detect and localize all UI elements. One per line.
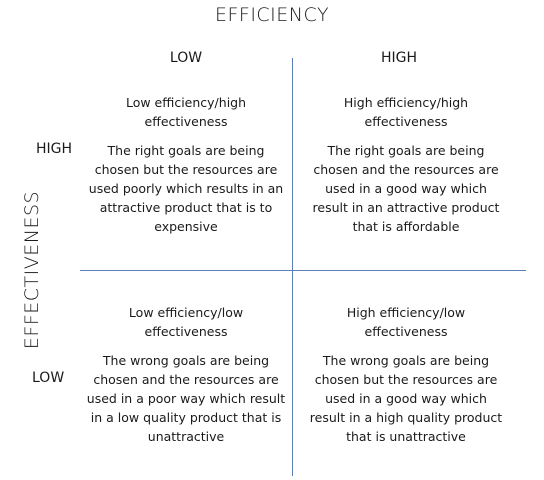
row-label-high: HIGH xyxy=(36,141,73,157)
horizontal-divider xyxy=(80,270,526,271)
quadrant-bottom-left: Low efficiency/low effectiveness The wro… xyxy=(86,303,286,446)
quadrant-heading: High efficiency/high effectiveness xyxy=(343,95,469,129)
quadrant-heading: High efficiency/low effectiveness xyxy=(346,305,466,339)
quadrant-top-left: Low efficiency/high effectiveness The ri… xyxy=(86,93,286,236)
quadrant-bottom-right: High efficiency/low effectiveness The wr… xyxy=(306,303,506,446)
quadrant-body: The right goals are being chosen but the… xyxy=(88,143,284,234)
quadrant-top-right: High efficiency/high effectiveness The r… xyxy=(306,93,506,236)
quadrant-heading: Low efficiency/high effectiveness xyxy=(125,95,247,129)
efficiency-axis-title: EFFICIENCY xyxy=(214,4,330,26)
row-label-low: LOW xyxy=(32,370,65,386)
quadrant-body: The right goals are being chosen and the… xyxy=(312,143,500,234)
effectiveness-axis-title: EFFECTIVENESS xyxy=(21,190,43,350)
quadrant-heading: Low efficiency/low effectiveness xyxy=(128,305,244,339)
quadrant-body: The wrong goals are being chosen and the… xyxy=(86,353,286,444)
quadrant-body: The wrong goals are being chosen but the… xyxy=(309,353,503,444)
column-label-high: HIGH xyxy=(380,50,418,66)
column-label-low: LOW xyxy=(169,50,203,66)
vertical-divider xyxy=(292,58,293,476)
